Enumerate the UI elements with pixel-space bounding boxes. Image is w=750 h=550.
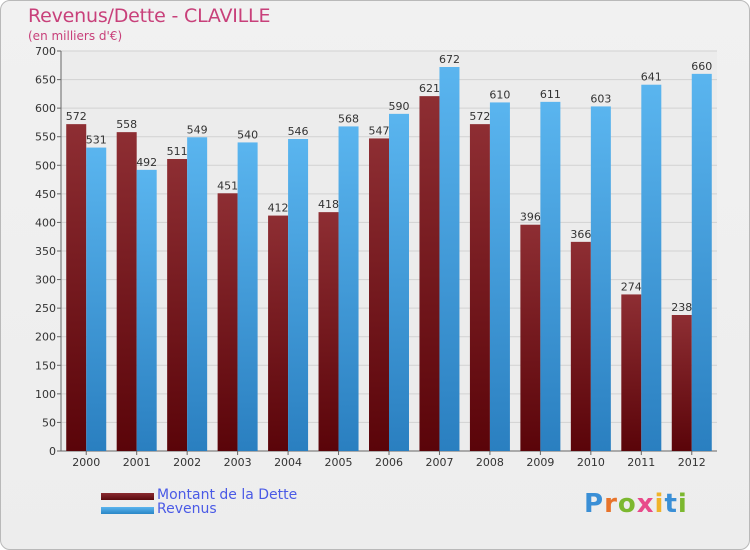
bar-dette — [217, 193, 238, 452]
x-tick-label: 2001 — [123, 456, 151, 469]
data-label: 274 — [621, 280, 642, 293]
bar-revenus — [439, 67, 460, 451]
bar-dette — [369, 138, 389, 451]
y-tick-label: 300 — [35, 274, 56, 287]
data-label: 572 — [469, 110, 490, 123]
x-tick-label: 2008 — [476, 456, 504, 469]
bar-revenus — [691, 73, 712, 451]
bar-revenus — [338, 126, 359, 451]
data-label: 660 — [691, 60, 712, 73]
data-label: 492 — [136, 156, 157, 169]
y-tick-label: 250 — [35, 302, 56, 315]
data-label: 549 — [187, 123, 208, 136]
y-tick-label: 550 — [35, 131, 56, 144]
bar-dette — [520, 224, 541, 451]
bar-dette — [167, 159, 188, 451]
bar-dette — [318, 212, 339, 451]
bar-dette — [469, 124, 490, 452]
data-label: 396 — [520, 211, 541, 224]
x-tick-label: 2003 — [224, 456, 252, 469]
y-tick-label: 500 — [35, 159, 56, 172]
y-tick-label: 650 — [35, 74, 56, 87]
y-tick-label: 700 — [35, 45, 56, 58]
x-tick-label: 2010 — [577, 456, 605, 469]
logo-letter: o — [617, 489, 637, 519]
y-tick-label: 350 — [35, 245, 56, 258]
data-label: 572 — [66, 110, 87, 123]
logo-letter: r — [604, 489, 618, 519]
x-tick-label: 2011 — [627, 456, 655, 469]
bar-revenus — [590, 106, 611, 451]
data-label: 610 — [489, 88, 510, 101]
data-label: 672 — [439, 53, 460, 66]
x-tick-label: 2005 — [325, 456, 353, 469]
data-label: 641 — [641, 71, 662, 84]
y-tick-label: 600 — [35, 102, 56, 115]
data-label: 546 — [288, 125, 309, 138]
data-label: 558 — [116, 118, 137, 131]
bar-revenus — [86, 147, 107, 452]
data-label: 603 — [590, 92, 611, 105]
logo-letter: i — [654, 489, 665, 519]
legend-label-revenus: Revenus — [157, 501, 217, 517]
x-tick-label: 2012 — [678, 456, 706, 469]
data-label: 366 — [570, 228, 591, 241]
legend-label-dette: Montant de la Dette — [157, 487, 298, 503]
bar-revenus — [489, 102, 510, 451]
data-label: 511 — [167, 145, 188, 158]
bar-dette — [671, 315, 692, 451]
data-label: 412 — [268, 202, 289, 215]
chart-title: Revenus/Dette - CLAVILLE — [28, 5, 271, 27]
y-tick-label: 400 — [35, 216, 56, 229]
data-label: 547 — [369, 124, 390, 137]
data-label: 531 — [86, 134, 107, 147]
logo-letter: t — [664, 489, 678, 519]
data-label: 621 — [419, 82, 440, 95]
bar-revenus — [237, 142, 258, 451]
x-tick-label: 2000 — [72, 456, 100, 469]
x-tick-label: 2006 — [375, 456, 403, 469]
data-label: 418 — [318, 198, 339, 211]
bar-dette — [66, 124, 87, 452]
y-tick-label: 150 — [35, 359, 56, 372]
y-tick-label: 100 — [35, 388, 56, 401]
bar-revenus — [136, 169, 157, 451]
chart-subtitle: (en milliers d'€) — [28, 29, 123, 43]
y-tick-label: 50 — [42, 416, 56, 429]
y-tick-label: 0 — [49, 445, 56, 458]
logo-letter: x — [636, 489, 655, 519]
bar-revenus — [540, 101, 561, 451]
proxiti-logo: Proxiti — [584, 489, 688, 519]
data-label: 238 — [671, 301, 692, 314]
legend-swatch-dette — [101, 493, 154, 500]
data-label: 590 — [389, 100, 410, 113]
x-tick-label: 2002 — [173, 456, 201, 469]
bar-dette — [570, 241, 591, 451]
data-label: 540 — [237, 128, 258, 141]
bar-dette — [419, 96, 440, 452]
x-tick-label: 2004 — [274, 456, 302, 469]
y-tick-label: 450 — [35, 188, 56, 201]
y-tick-label: 200 — [35, 331, 56, 344]
bar-revenus — [389, 113, 409, 451]
bar-revenus — [187, 137, 208, 452]
logo-letter: P — [584, 489, 605, 519]
bar-dette — [268, 215, 289, 451]
x-tick-label: 2007 — [425, 456, 453, 469]
bar-dette — [621, 294, 642, 451]
data-label: 451 — [217, 179, 238, 192]
data-label: 611 — [540, 88, 561, 101]
bar-revenus — [288, 139, 309, 451]
bar-dette — [116, 132, 137, 451]
logo-letter: i — [677, 489, 688, 519]
x-tick-label: 2009 — [526, 456, 554, 469]
legend-swatch-revenus — [101, 507, 154, 514]
bar-revenus — [641, 84, 662, 451]
data-label: 568 — [338, 112, 359, 125]
